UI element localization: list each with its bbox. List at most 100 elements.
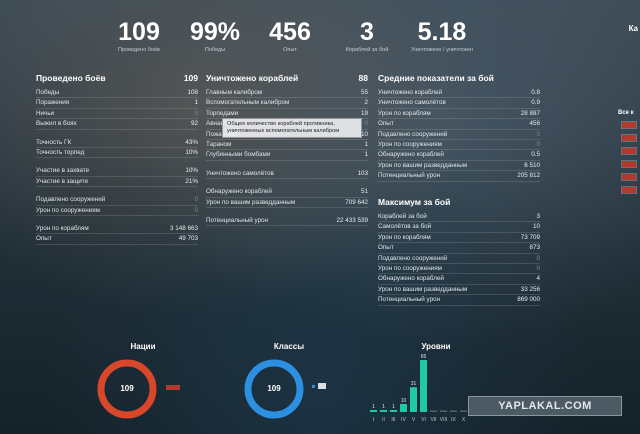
flag-icon[interactable] [622,148,636,154]
maximum-panel: Максимум за бой Кораблей за бой 3 Самолёт… [378,196,540,306]
tier-category-label: V [412,417,416,423]
stat-row: Урон по сооружениям 0 [378,140,540,151]
battles-panel: Проведено боёв 109 Победы 108 Поражения 1 … [36,72,198,245]
panel-title: Проведено боёв [36,73,106,83]
stat-row: Урон по вашим разведданным 709 642 [206,198,368,208]
stat-row: Подавлено сооружений 0 [378,254,540,264]
tier-bar-VIII [440,410,447,412]
stat-wins: 99% Победы [178,18,252,54]
stat-row: Участие в защите 21% [36,177,198,188]
stat-row: Поражения 1 [36,98,198,109]
stat-value: 99% [189,18,241,46]
flag-icon[interactable] [622,135,636,141]
stat-row: Точность торпед 10% [36,148,198,159]
stat-row: Подавлено сооружений 0 [36,195,198,206]
tier-category-label: IX [451,417,456,423]
side-list-header: Все к [618,110,634,116]
tier-category-label: X [462,417,466,423]
flag-icon[interactable] [622,122,636,128]
stat-row: Обнаружено кораблей 0.5 [378,150,540,161]
classes-title: Классы [273,342,305,351]
averages-panel: Средние показатели за бой Уничтожено кор… [378,72,540,182]
stat-row: Опыт 49 703 [36,234,198,245]
stat-row: Обнаружено кораблей 4 [378,274,540,285]
stat-row: Урон по сооружениям 0 [36,206,198,216]
nations-center-value: 109 [120,384,134,393]
classes-donut[interactable] [243,358,305,420]
class-marker [312,385,315,388]
tier-bar-II [380,410,387,412]
tier-value-label: 1 [392,404,395,410]
destroyer-icon[interactable] [318,383,326,389]
flag-icon[interactable] [622,174,636,180]
panel-header-value: 88 [358,73,368,83]
stat-row: Главным калибром 55 [206,88,368,99]
panel-header-value: 109 [183,73,198,83]
tier-value-label: 1 [382,404,385,410]
tier-bar-III [390,410,397,412]
flag-icon[interactable] [622,187,636,193]
tier-bar-X [460,410,467,412]
tiers-bar-chart: 1 I 1 II 1 III 10 IV 31 V 65 VI VII VIII IX X [370,354,467,423]
stat-row: Урон по кораблям 73 709 [378,233,540,244]
stat-row: Урон по кораблям 3 148 663 [36,224,198,235]
stat-label: Уничтожено / уничтожен [410,47,474,53]
stat-row: Потенциальный урон 22 433 539 [206,216,368,227]
stat-row: Выжил в боях 92 [36,119,198,130]
stat-label: Победы [204,47,226,53]
stat-value: 3 [360,18,374,46]
stat-label: Кораблей за бой [345,47,389,53]
tier-bar-V [410,387,417,412]
stat-value: 5.18 [417,18,467,46]
stat-row: Победы 108 [36,88,198,99]
tier-value-label: 31 [411,381,417,387]
corner-label: Ка [628,24,638,33]
flag-icon[interactable] [622,161,636,167]
stat-row[interactable]: Вспомогательным калибром 2 [206,98,368,109]
stat-row: Урон по кораблям 28 887 [378,109,540,120]
classes-center-value: 109 [267,384,281,393]
panel-header: Средние показатели за бой [378,72,540,84]
panel-header: Максимум за бой [378,196,540,208]
stat-label: Проведено боёв [118,47,160,53]
tier-category-label: VII [430,417,436,423]
tier-category-label: IV [401,417,406,423]
stat-row: Кораблей за бой 3 [378,212,540,223]
stat-value: 109 [118,18,160,46]
tier-bar-VII [430,410,437,412]
destroyed-panel: Уничтожено кораблей 88 Главным калибром 5… [206,72,368,227]
stat-row: Уничтожено кораблей 0.8 [378,88,540,99]
nations-donut[interactable] [96,358,158,420]
tier-category-label: III [391,417,395,423]
tier-bar-IV [400,404,407,412]
stat-row: Обнаружено кораблей 51 [206,187,368,198]
stat-row: Потенциальный урон 205 812 [378,171,540,182]
tier-category-label: VIII [440,417,448,423]
ship-side-list: Все к [618,110,640,200]
tier-category-label: II [382,417,385,423]
stat-row: Глубинными бомбами 1 [206,150,368,161]
panel-title: Максимум за бой [378,197,451,207]
panel-title: Уничтожено кораблей [206,73,299,83]
stat-row: Уничтожено самолётов 0.9 [378,98,540,109]
stat-kd: 5.18 Уничтожено / уничтожен [402,18,482,54]
classes-ring [244,359,304,419]
stat-row: Опыт 873 [378,243,540,254]
top-stats: 109 Проведено боёв 99% Победы 456 Опыт 3… [0,18,560,62]
stat-row: Пожарами10 [206,130,368,140]
stat-row: Тараном 1 [206,140,368,151]
stat-exp: 456 Опыт [252,18,328,54]
stat-value: 456 [269,18,311,46]
tier-category-label: VI [421,417,426,423]
flag-icon[interactable] [166,385,180,390]
tier-category-label: I [373,417,374,423]
stat-row: Урон по сооружениям 0 [378,264,540,275]
watermark: YAPLAKAL.COM [468,396,622,416]
stat-row: Опыт 456 [378,119,540,130]
nations-ring [97,359,157,419]
panel-header: Уничтожено кораблей 88 [206,72,368,84]
stat-row: Самолётов за бой 10 [378,222,540,233]
stat-row: Участие в захвате 10% [36,166,198,177]
stat-label: Опыт [283,47,297,53]
panel-title: Средние показатели за бой [378,73,494,83]
